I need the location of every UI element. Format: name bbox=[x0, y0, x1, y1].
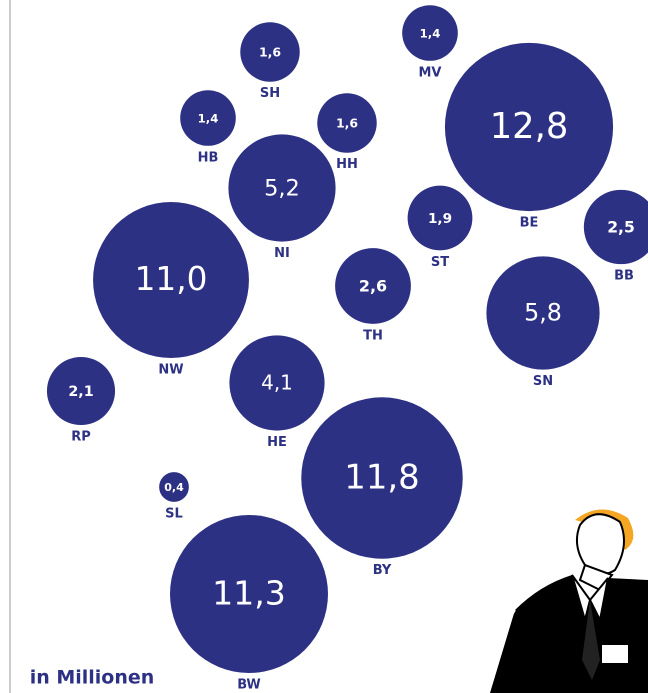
bubble bbox=[407, 185, 473, 251]
category-label: SH bbox=[260, 86, 280, 101]
bubble bbox=[240, 22, 300, 82]
category-label: SN bbox=[533, 374, 553, 389]
value-label: 2,1 bbox=[68, 384, 93, 400]
value-label: 5,2 bbox=[264, 176, 300, 202]
category-label: BB bbox=[614, 269, 634, 284]
category-label: MV bbox=[419, 65, 442, 80]
bubble bbox=[180, 90, 236, 146]
value-label: 5,8 bbox=[524, 299, 562, 327]
category-label: BW bbox=[237, 677, 261, 692]
category-label: ST bbox=[431, 255, 449, 270]
value-label: 2,5 bbox=[607, 219, 635, 237]
bubble bbox=[335, 248, 411, 324]
bubble bbox=[486, 256, 600, 370]
bubble bbox=[444, 42, 614, 212]
category-label: SL bbox=[165, 506, 183, 521]
value-label: 12,8 bbox=[490, 106, 569, 147]
category-label: HE bbox=[267, 435, 287, 450]
category-label: NI bbox=[274, 246, 290, 261]
value-label: 1,4 bbox=[198, 112, 219, 126]
value-label: 1,4 bbox=[420, 27, 441, 41]
category-label: HH bbox=[336, 157, 358, 172]
category-label: BY bbox=[373, 563, 392, 578]
value-label: 1,6 bbox=[336, 116, 358, 131]
bubble bbox=[159, 472, 189, 502]
value-label: 2,6 bbox=[359, 277, 387, 296]
bubble bbox=[228, 134, 336, 242]
value-label: 11,0 bbox=[135, 260, 208, 298]
value-label: 11,8 bbox=[344, 458, 419, 497]
bubble bbox=[93, 202, 249, 358]
category-label: BE bbox=[520, 216, 539, 231]
bubble bbox=[317, 93, 377, 153]
category-label: NW bbox=[158, 362, 183, 377]
value-label: 4,1 bbox=[261, 371, 293, 395]
value-label: 1,6 bbox=[259, 45, 281, 60]
bubble bbox=[170, 515, 328, 673]
bubble bbox=[402, 5, 458, 61]
bubble bbox=[46, 356, 116, 426]
value-label: 0,4 bbox=[164, 481, 184, 494]
category-label: HB bbox=[198, 150, 219, 165]
value-label: 1,9 bbox=[428, 211, 452, 227]
category-label: RP bbox=[71, 430, 91, 445]
category-label: TH bbox=[363, 328, 383, 343]
value-label: 11,3 bbox=[212, 574, 286, 613]
person-illustration bbox=[481, 509, 648, 693]
bubble bbox=[301, 397, 463, 559]
subtitle: in Millionen bbox=[30, 667, 155, 689]
bubble bbox=[229, 335, 325, 431]
bubble bbox=[583, 189, 648, 265]
